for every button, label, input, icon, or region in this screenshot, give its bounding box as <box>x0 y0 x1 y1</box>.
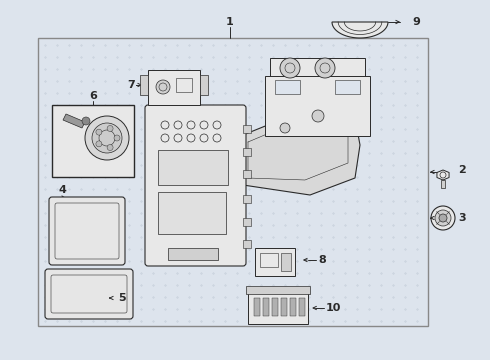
Bar <box>260 253 278 267</box>
Circle shape <box>96 141 102 147</box>
Bar <box>272 298 278 316</box>
Circle shape <box>114 135 120 141</box>
Bar <box>158 150 228 185</box>
Circle shape <box>92 123 122 153</box>
Circle shape <box>431 206 455 230</box>
Bar <box>200 75 208 95</box>
Circle shape <box>280 58 300 78</box>
Polygon shape <box>332 22 388 38</box>
Text: 4: 4 <box>58 185 66 195</box>
Text: 7: 7 <box>127 80 135 90</box>
Circle shape <box>312 110 324 122</box>
Circle shape <box>439 214 447 222</box>
Circle shape <box>107 144 113 150</box>
Bar <box>243 218 251 226</box>
Bar <box>243 240 251 248</box>
Bar <box>248 292 308 324</box>
Bar <box>290 298 296 316</box>
Bar <box>275 80 300 94</box>
Bar <box>140 75 148 95</box>
Polygon shape <box>63 114 85 128</box>
Polygon shape <box>437 170 449 180</box>
Bar <box>158 192 226 234</box>
Bar <box>38 38 428 326</box>
Text: 10: 10 <box>326 303 342 313</box>
Text: 3: 3 <box>458 213 466 223</box>
FancyBboxPatch shape <box>45 269 133 319</box>
Bar <box>243 148 251 156</box>
Text: 9: 9 <box>412 17 420 27</box>
Bar <box>254 298 260 316</box>
Circle shape <box>315 58 335 78</box>
Text: 1: 1 <box>226 17 234 27</box>
FancyBboxPatch shape <box>49 197 125 265</box>
Circle shape <box>85 116 129 160</box>
Text: 8: 8 <box>318 255 326 265</box>
FancyBboxPatch shape <box>145 105 246 266</box>
Bar <box>255 248 295 276</box>
Bar <box>299 298 305 316</box>
Circle shape <box>96 129 102 135</box>
Bar <box>52 105 134 177</box>
Bar <box>335 80 360 94</box>
Bar <box>263 298 269 316</box>
Bar <box>243 195 251 203</box>
Bar <box>281 253 291 271</box>
Bar <box>270 58 365 78</box>
Text: 6: 6 <box>89 91 97 101</box>
Circle shape <box>280 123 290 133</box>
Bar <box>148 70 200 105</box>
Bar <box>243 170 251 178</box>
Polygon shape <box>243 108 360 195</box>
Bar <box>243 125 251 133</box>
Bar <box>168 248 218 260</box>
Bar <box>176 78 192 92</box>
Bar <box>246 286 310 294</box>
Text: 5: 5 <box>118 293 125 303</box>
Circle shape <box>435 210 451 226</box>
Bar <box>441 180 445 188</box>
Bar <box>281 298 287 316</box>
Circle shape <box>156 80 170 94</box>
Circle shape <box>107 126 113 131</box>
Text: 2: 2 <box>458 165 466 175</box>
Circle shape <box>82 117 90 125</box>
Bar <box>265 76 370 136</box>
